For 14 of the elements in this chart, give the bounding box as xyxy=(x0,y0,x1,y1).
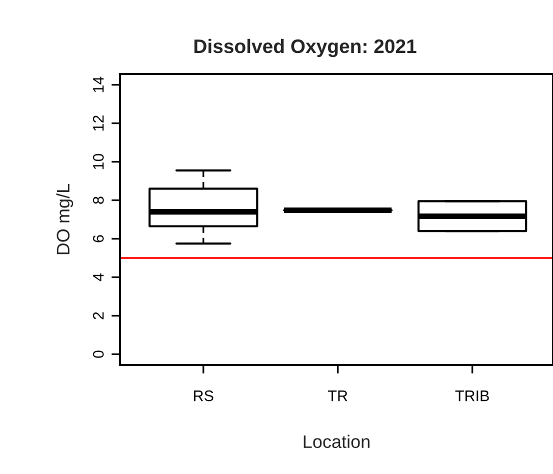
y-tick-label: 8 xyxy=(92,196,104,204)
y-tick-label: 10 xyxy=(92,154,104,170)
y-tick-label: 12 xyxy=(92,116,104,131)
y-tick-label: 0 xyxy=(92,350,104,358)
x-tick-label: TR xyxy=(328,390,348,402)
y-tick-label: 6 xyxy=(92,235,104,242)
x-tick-label: RS xyxy=(194,390,214,402)
x-axis-title: Location xyxy=(304,434,370,448)
y-axis-title: DO mg/L xyxy=(56,184,74,254)
y-tick-label: 2 xyxy=(92,312,104,320)
x-tick-label: TRIB xyxy=(455,390,489,402)
y-tick-label: 14 xyxy=(93,76,104,92)
chart-title: Dissolved Oxygen: 2021 xyxy=(194,38,416,58)
y-tick-label: 4 xyxy=(93,273,104,282)
